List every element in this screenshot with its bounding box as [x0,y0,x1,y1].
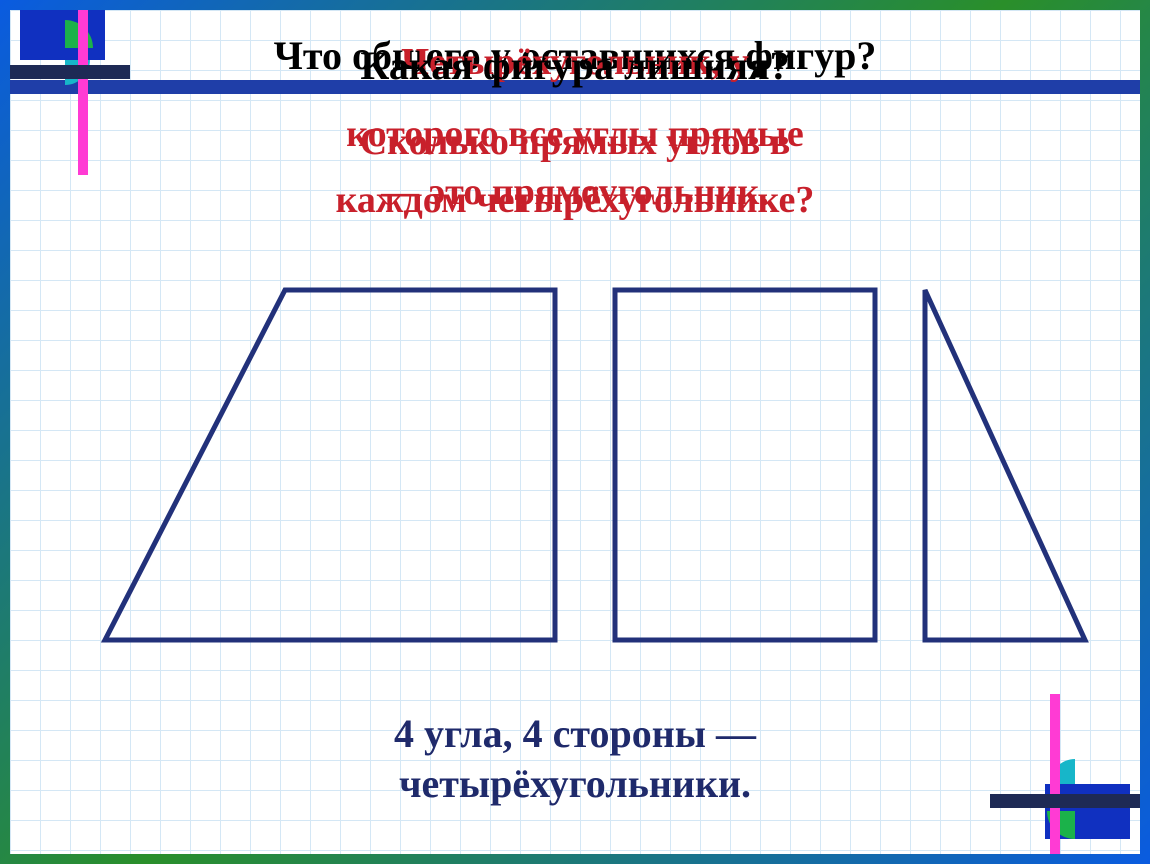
shapes-svg [55,270,1095,660]
trapezoid-shape [105,290,555,640]
gradient-frame: Что общего у оставшихся фигур? Четырёхуг… [0,0,1150,864]
slide-inner: Что общего у оставшихся фигур? Четырёхуг… [10,10,1140,854]
red-line-3b: каждом четырёхугольнике? [10,178,1140,222]
shapes-area [10,270,1140,660]
square-shape [615,290,875,640]
triangle-shape [925,290,1085,640]
